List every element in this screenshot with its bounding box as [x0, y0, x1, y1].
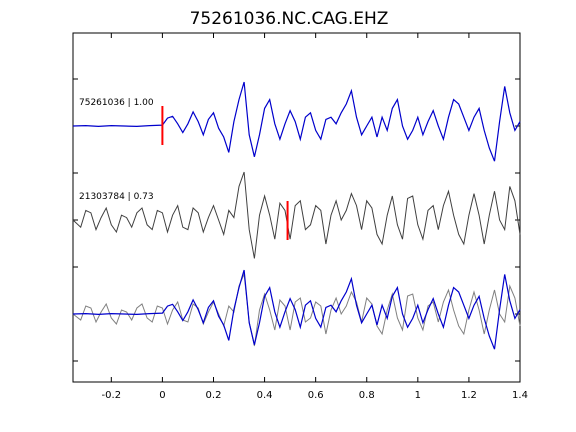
- overlay-trace-2-waveform: [72, 272, 521, 347]
- plot-frame: [72, 32, 521, 383]
- trace-2-label: 21303784 | 0.73: [79, 192, 154, 202]
- pick-markers: [161, 106, 289, 240]
- trace-1-waveform: [72, 81, 521, 162]
- x-tick-label: 1.2: [461, 390, 477, 401]
- trace-labels: 75261036 | 1.00 21303784 | 0.73: [79, 98, 154, 202]
- trace-2-waveform: [72, 171, 521, 259]
- x-tick-label: 0.4: [257, 390, 273, 401]
- x-tick-label: 0.2: [206, 390, 222, 401]
- x-tick-label: -0.2: [102, 390, 122, 401]
- x-tick-label: 1.4: [512, 390, 528, 401]
- x-tick-label: 0: [159, 390, 165, 401]
- x-tick-label: 1: [415, 390, 421, 401]
- trace-1-label: 75261036 | 1.00: [79, 98, 154, 108]
- overlay-trace-1-waveform: [72, 269, 521, 350]
- x-tick-labels: -0.2 0 0.2 0.4 0.6 0.8 1 1.2 1.4: [102, 390, 528, 401]
- x-ticks: [110, 33, 521, 382]
- x-tick-label: 0.6: [308, 390, 324, 401]
- y-ticks: [73, 78, 520, 362]
- chart-title: 75261036.NC.CAG.EHZ: [190, 9, 389, 29]
- x-tick-label: 0.8: [359, 390, 375, 401]
- traces: [72, 81, 521, 350]
